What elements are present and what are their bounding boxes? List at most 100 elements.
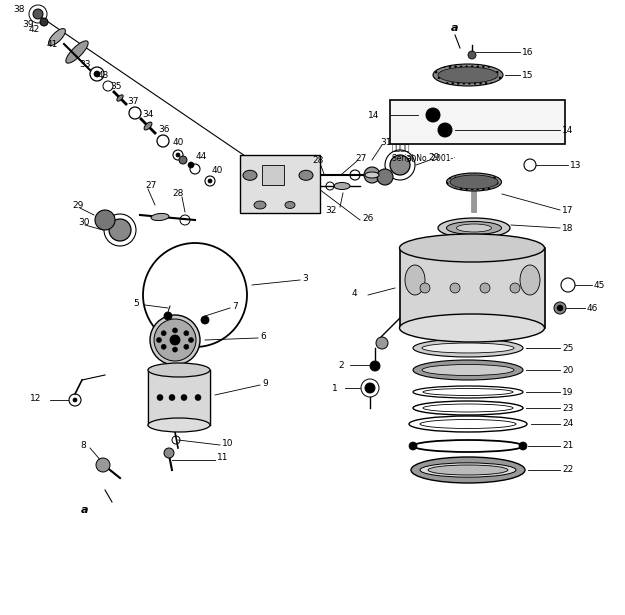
Ellipse shape: [49, 28, 66, 46]
Text: 14: 14: [368, 111, 379, 119]
Circle shape: [73, 398, 77, 402]
Text: 適用番號: 適用番號: [392, 143, 411, 153]
Bar: [148, 370, 210, 425]
Circle shape: [179, 156, 187, 164]
Ellipse shape: [438, 67, 498, 83]
Ellipse shape: [433, 64, 503, 86]
Ellipse shape: [144, 122, 152, 130]
Text: 26: 26: [362, 213, 373, 223]
Ellipse shape: [422, 343, 514, 353]
Circle shape: [409, 442, 417, 450]
Text: 13: 13: [570, 161, 581, 170]
Text: 31: 31: [380, 138, 391, 146]
Text: 35: 35: [110, 82, 121, 90]
Ellipse shape: [66, 41, 88, 63]
Text: 33: 33: [79, 60, 91, 68]
Circle shape: [184, 344, 189, 349]
Text: 4: 4: [352, 288, 357, 298]
Circle shape: [420, 283, 430, 293]
Text: 38: 38: [13, 4, 24, 14]
Ellipse shape: [151, 213, 169, 221]
Circle shape: [468, 51, 476, 59]
Text: 1: 1: [332, 384, 338, 392]
Circle shape: [557, 305, 563, 311]
Text: 29: 29: [72, 200, 83, 210]
Text: 2: 2: [338, 360, 344, 370]
Circle shape: [94, 71, 100, 77]
Ellipse shape: [438, 218, 510, 238]
Circle shape: [169, 394, 175, 400]
Circle shape: [157, 394, 163, 400]
Circle shape: [510, 283, 520, 293]
Text: 32: 32: [325, 205, 336, 215]
Circle shape: [109, 219, 131, 241]
Circle shape: [365, 383, 375, 393]
Text: 12: 12: [30, 394, 41, 402]
Text: 19: 19: [562, 387, 574, 397]
Text: 45: 45: [594, 280, 606, 290]
Ellipse shape: [413, 339, 523, 357]
Ellipse shape: [285, 202, 295, 208]
Bar: [262, 165, 284, 185]
Circle shape: [201, 316, 209, 324]
Ellipse shape: [334, 183, 350, 189]
Text: 40: 40: [173, 138, 184, 146]
Text: 23: 23: [562, 403, 573, 413]
Ellipse shape: [299, 170, 313, 180]
Circle shape: [208, 179, 212, 183]
Text: 39: 39: [22, 20, 34, 28]
Ellipse shape: [399, 234, 544, 262]
Text: 46: 46: [587, 303, 598, 312]
Ellipse shape: [422, 365, 514, 376]
Bar: [240, 155, 320, 213]
Circle shape: [426, 108, 440, 122]
Ellipse shape: [446, 221, 501, 234]
Circle shape: [164, 312, 172, 320]
Circle shape: [156, 338, 161, 343]
Circle shape: [40, 18, 48, 26]
Bar: [390, 100, 565, 144]
Circle shape: [188, 162, 194, 168]
Circle shape: [554, 302, 566, 314]
Text: 41: 41: [47, 39, 58, 49]
Text: 30: 30: [78, 218, 89, 226]
Ellipse shape: [456, 224, 491, 232]
Ellipse shape: [117, 95, 123, 101]
Circle shape: [377, 169, 393, 185]
Ellipse shape: [420, 463, 516, 477]
Text: 17: 17: [562, 205, 574, 215]
Text: 28: 28: [172, 189, 183, 197]
Text: 27: 27: [145, 180, 156, 189]
Text: 11: 11: [217, 453, 229, 462]
Circle shape: [390, 155, 410, 175]
Text: 30: 30: [405, 154, 416, 164]
Text: 21: 21: [562, 442, 573, 451]
Circle shape: [184, 331, 189, 336]
Text: 29: 29: [428, 153, 439, 162]
Ellipse shape: [148, 363, 210, 377]
Text: 20: 20: [562, 365, 573, 375]
Text: 24: 24: [562, 419, 573, 429]
Text: 10: 10: [222, 438, 234, 448]
Circle shape: [173, 328, 178, 333]
Text: 9: 9: [262, 378, 268, 387]
Circle shape: [164, 448, 174, 458]
Circle shape: [161, 331, 166, 336]
Ellipse shape: [365, 172, 379, 178]
Circle shape: [519, 442, 527, 450]
Circle shape: [176, 153, 180, 157]
Circle shape: [95, 210, 115, 230]
Text: 34: 34: [142, 109, 153, 119]
Ellipse shape: [446, 173, 501, 191]
Text: 27: 27: [355, 154, 366, 162]
Ellipse shape: [243, 170, 257, 180]
Text: 37: 37: [127, 97, 139, 106]
Text: 42: 42: [29, 25, 40, 33]
Circle shape: [154, 319, 196, 361]
Text: 44: 44: [196, 151, 208, 161]
Circle shape: [150, 315, 200, 365]
Text: Serial No. 2001-·: Serial No. 2001-·: [392, 154, 456, 162]
Text: 15: 15: [522, 71, 534, 79]
Ellipse shape: [413, 360, 523, 380]
Bar: [400, 248, 545, 328]
